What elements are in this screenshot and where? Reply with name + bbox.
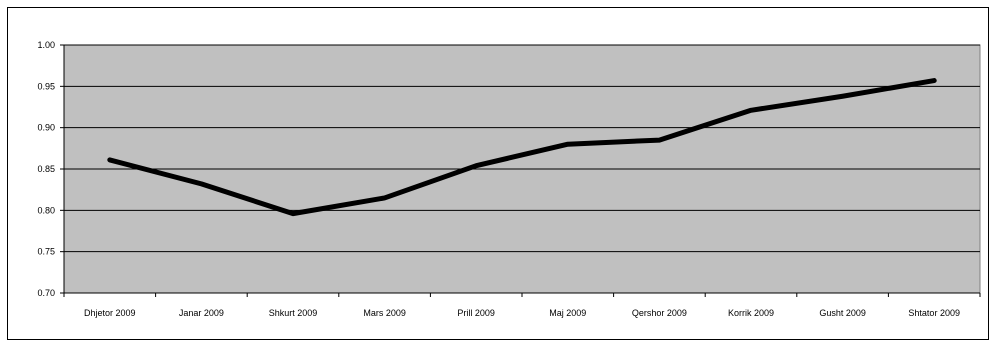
y-tick-label: 0.85 — [37, 164, 55, 174]
series-group — [107, 78, 937, 217]
y-tick-label: 0.95 — [37, 81, 55, 91]
x-axis: Dhjetor 2009 Janar 2009 Shkurt 2009 Mars 20… — [63, 292, 981, 318]
x-tick-label: Korrik 2009 — [728, 308, 774, 318]
x-tick-label: Mars 2009 — [363, 308, 406, 318]
x-tick-label: Shkurt 2009 — [269, 308, 318, 318]
gridlines — [64, 44, 980, 253]
y-tick-label: 0.80 — [37, 205, 55, 215]
series-line — [107, 78, 937, 217]
x-tick-label: Maj 2009 — [549, 308, 586, 318]
x-tick-label: Gusht 2009 — [819, 308, 866, 318]
y-tick-label: 0.70 — [37, 288, 55, 298]
x-tick-label: Dhjetor 2009 — [84, 308, 136, 318]
x-tick-label: Prill 2009 — [457, 308, 495, 318]
y-axis: 0.70 0.75 0.80 0.85 0.90 0.95 1.00 — [37, 40, 65, 298]
y-tick-label: 1.00 — [37, 40, 55, 50]
x-tick-label: Qershor 2009 — [632, 308, 687, 318]
y-tick-label: 0.90 — [37, 123, 55, 133]
y-tick-label: 0.75 — [37, 247, 55, 257]
x-tick-label: Shtator 2009 — [908, 308, 960, 318]
x-tick-label: Janar 2009 — [179, 308, 224, 318]
